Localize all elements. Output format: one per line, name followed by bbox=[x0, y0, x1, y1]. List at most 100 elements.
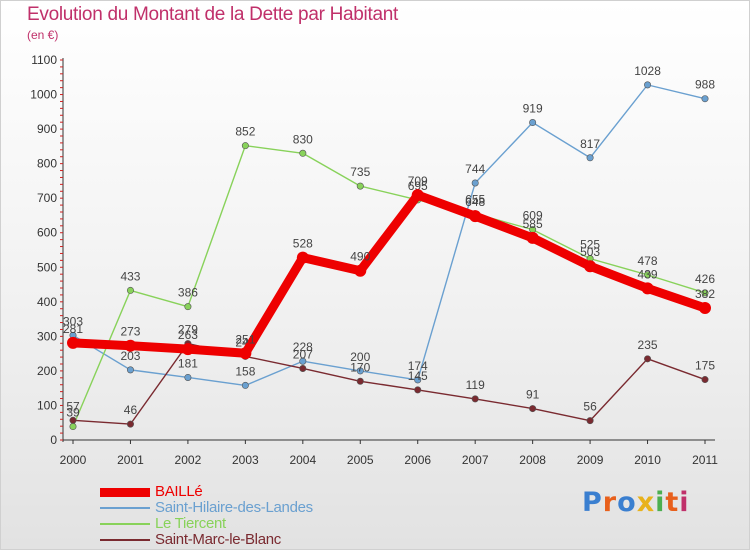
data-label: 503 bbox=[580, 245, 600, 259]
data-point bbox=[586, 154, 594, 162]
data-label: 57 bbox=[66, 399, 80, 413]
data-label: 281 bbox=[63, 322, 83, 336]
data-label: 585 bbox=[523, 217, 543, 231]
data-point bbox=[126, 366, 134, 374]
x-tick-label: 2004 bbox=[289, 453, 316, 467]
data-point bbox=[354, 264, 367, 277]
logo-letter: r bbox=[602, 487, 618, 518]
data-point bbox=[586, 417, 594, 425]
data-label: 200 bbox=[350, 350, 370, 364]
series-line bbox=[72, 342, 706, 425]
data-point bbox=[241, 381, 249, 389]
legend-label: Saint-Hilaire-des-Landes bbox=[155, 499, 313, 516]
data-label: 56 bbox=[583, 400, 597, 414]
legend-swatch bbox=[100, 488, 150, 497]
data-point bbox=[529, 119, 537, 127]
data-point bbox=[67, 336, 79, 349]
data-label: 744 bbox=[465, 162, 485, 176]
data-label: 830 bbox=[293, 132, 313, 146]
data-point bbox=[641, 282, 654, 295]
data-label: 235 bbox=[638, 338, 658, 352]
data-label: 852 bbox=[235, 125, 255, 139]
y-tick-label: 100 bbox=[37, 398, 57, 412]
x-tick-label: 2007 bbox=[462, 453, 489, 467]
data-point bbox=[299, 357, 307, 365]
data-point bbox=[239, 347, 252, 360]
data-point bbox=[299, 364, 307, 372]
data-label: 303 bbox=[63, 314, 83, 328]
data-label: 525 bbox=[580, 238, 600, 252]
data-label: 279 bbox=[178, 323, 198, 337]
y-tick-label: 1100 bbox=[31, 53, 57, 67]
data-label: 263 bbox=[178, 328, 198, 342]
data-label: 158 bbox=[235, 364, 255, 378]
data-point bbox=[701, 95, 709, 103]
legend-swatch bbox=[100, 539, 150, 541]
data-point bbox=[241, 142, 249, 150]
data-label: 439 bbox=[638, 267, 658, 281]
x-tick-label: 2006 bbox=[404, 453, 431, 467]
data-point bbox=[184, 303, 192, 311]
data-point bbox=[69, 416, 77, 424]
chart-title: Evolution du Montant de la Dette par Hab… bbox=[27, 4, 398, 25]
data-label: 91 bbox=[526, 388, 540, 402]
x-tick-label: 2009 bbox=[577, 453, 604, 467]
data-point bbox=[526, 231, 539, 244]
data-label: 709 bbox=[408, 174, 428, 188]
data-point bbox=[414, 386, 422, 394]
data-point bbox=[644, 271, 652, 279]
data-label: 175 bbox=[695, 359, 715, 373]
logo-letter: t bbox=[665, 487, 680, 518]
data-label: 426 bbox=[695, 272, 715, 286]
data-point bbox=[471, 395, 479, 403]
y-tick-label: 800 bbox=[37, 157, 57, 171]
data-point bbox=[356, 377, 364, 385]
data-point bbox=[299, 149, 307, 157]
data-label: 203 bbox=[120, 349, 140, 363]
data-point bbox=[126, 286, 134, 294]
logo-letter: i bbox=[679, 487, 690, 518]
data-point bbox=[411, 189, 424, 202]
series-line bbox=[72, 84, 706, 387]
logo-letter: o bbox=[617, 487, 637, 518]
data-label: 170 bbox=[350, 360, 370, 374]
chart-unit: (en €) bbox=[27, 28, 59, 42]
legend-swatch bbox=[100, 507, 150, 509]
logo-letter: P bbox=[582, 487, 603, 518]
proxiti-logo: Proxiti bbox=[582, 487, 690, 518]
logo-letter: i bbox=[655, 487, 666, 518]
x-tick-label: 2010 bbox=[634, 453, 661, 467]
data-point bbox=[414, 376, 422, 384]
data-label: 490 bbox=[350, 250, 370, 264]
data-label: 609 bbox=[523, 209, 543, 223]
data-point bbox=[701, 289, 709, 297]
data-label: 207 bbox=[293, 347, 313, 361]
data-point bbox=[124, 339, 137, 352]
data-label: 273 bbox=[120, 325, 140, 339]
x-tick-label: 2011 bbox=[692, 453, 718, 467]
x-tick-label: 2008 bbox=[519, 453, 546, 467]
data-label: 478 bbox=[638, 254, 658, 268]
series-line bbox=[72, 144, 706, 428]
series-line bbox=[68, 190, 710, 358]
data-label: 181 bbox=[178, 356, 198, 370]
data-point bbox=[181, 343, 194, 356]
x-tick-label: 2000 bbox=[60, 453, 87, 467]
y-tick-label: 200 bbox=[37, 364, 57, 378]
data-label: 695 bbox=[408, 179, 428, 193]
data-label: 251 bbox=[235, 332, 255, 346]
data-label: 988 bbox=[695, 78, 715, 92]
data-point bbox=[184, 373, 192, 381]
data-label: 648 bbox=[465, 195, 485, 209]
x-tick-label: 2005 bbox=[347, 453, 374, 467]
data-label: 433 bbox=[120, 269, 140, 283]
data-label: 228 bbox=[293, 340, 313, 354]
x-tick-label: 2003 bbox=[232, 453, 259, 467]
legend-swatch bbox=[100, 523, 150, 525]
legend-label: Le Tiercent bbox=[155, 515, 226, 532]
data-point bbox=[471, 179, 479, 187]
y-tick-label: 600 bbox=[37, 226, 57, 240]
data-label: 145 bbox=[408, 369, 428, 383]
data-label: 735 bbox=[350, 165, 370, 179]
